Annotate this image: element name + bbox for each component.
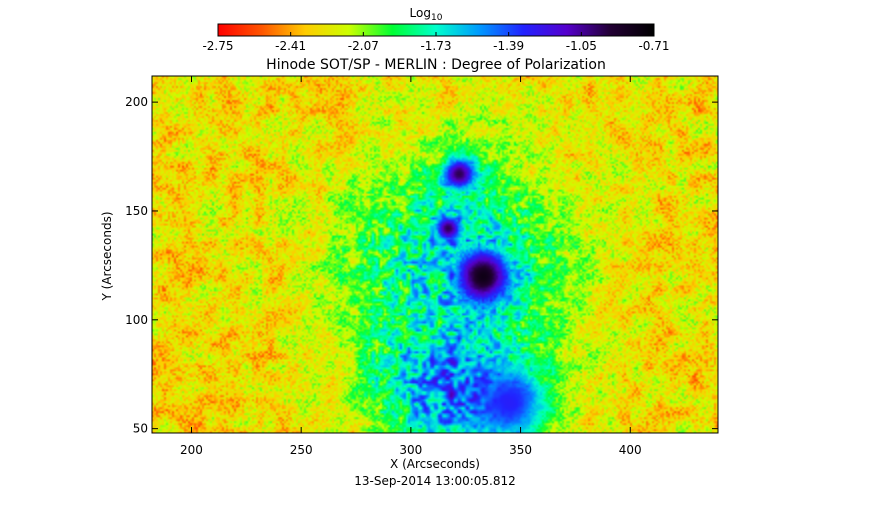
colorbar-ticks: -2.75 -2.41 -2.07 -1.73 -1.39 -1.05 -0.71 [202, 32, 670, 53]
timestamp-label: 13-Sep-2014 13:00:05.812 [354, 474, 516, 488]
y-tick-label: 150 [125, 204, 148, 218]
x-tick-label: 250 [290, 443, 313, 457]
y-tick-label: 200 [125, 95, 148, 109]
y-tick-label: 100 [125, 313, 148, 327]
colorbar: Log10 -2.75 -2.41 -2.07 -1.73 -1.39 -1.05 -0.7… [202, 6, 669, 53]
colorbar-tick-label: -1.39 [493, 39, 524, 53]
polarization-map [152, 76, 718, 433]
heatmap-plot: 200 250 300 350 400 50 100 150 200 [125, 75, 719, 457]
y-axis-label: Y (Arcseconds) [100, 211, 114, 301]
x-axis-label: X (Arcseconds) [390, 457, 480, 471]
colorbar-tick-label: -1.05 [566, 39, 597, 53]
colorbar-tick-label: -0.71 [638, 39, 669, 53]
x-axis-ticks: 200 250 300 350 400 [180, 76, 642, 457]
x-tick-label: 400 [619, 443, 642, 457]
y-tick-label: 50 [133, 422, 148, 436]
colorbar-label: Log10 [410, 6, 443, 23]
chart-title: Hinode SOT/SP - MERLIN : Degree of Polar… [266, 57, 606, 73]
plot-frame [151, 75, 719, 434]
y-axis-ticks: 50 100 150 200 [125, 95, 718, 436]
x-tick-label: 350 [509, 443, 532, 457]
x-tick-label: 200 [180, 443, 203, 457]
colorbar-tick-label: -2.07 [348, 39, 379, 53]
colorbar-tick-label: -2.75 [202, 39, 233, 53]
colorbar-tick-label: -1.73 [420, 39, 451, 53]
colorbar-tick-label: -2.41 [275, 39, 306, 53]
x-tick-label: 300 [399, 443, 422, 457]
